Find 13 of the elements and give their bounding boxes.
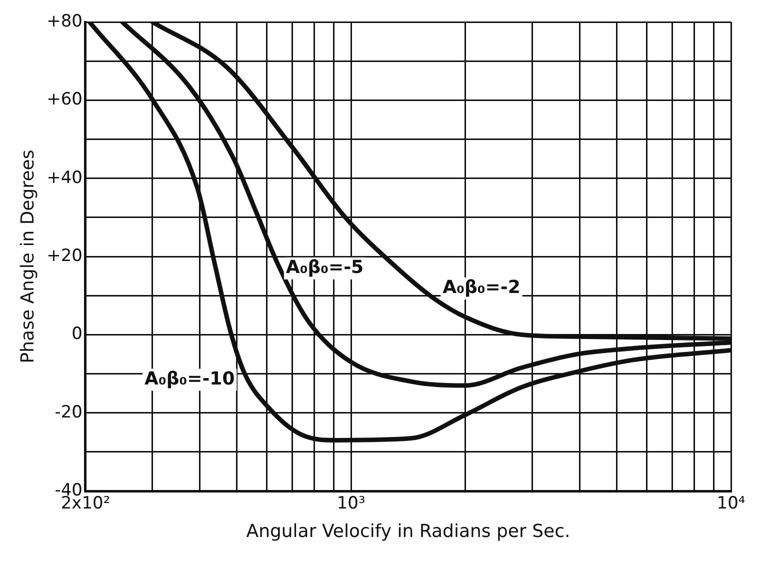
- y-tick-label: +40: [46, 168, 82, 188]
- y-tick-label: +60: [46, 90, 82, 110]
- series-label: A₀β₀=-10: [144, 368, 235, 390]
- y-tick-label: -20: [54, 402, 82, 422]
- series-label: A₀β₀=-5: [286, 256, 364, 278]
- series-label: A₀β₀=-2: [442, 277, 520, 298]
- y-tick-label: +20: [46, 246, 82, 266]
- x-tick-label: 10⁴: [716, 494, 746, 514]
- y-tick-label: 0: [72, 324, 82, 344]
- y-tick-label: +80: [46, 11, 82, 32]
- y-axis-title: Phase Angle in Degrees: [17, 150, 38, 364]
- x-axis-title: Angular Velocify in Radians per Sec.: [246, 520, 570, 542]
- x-tick-label: 10³: [336, 494, 366, 514]
